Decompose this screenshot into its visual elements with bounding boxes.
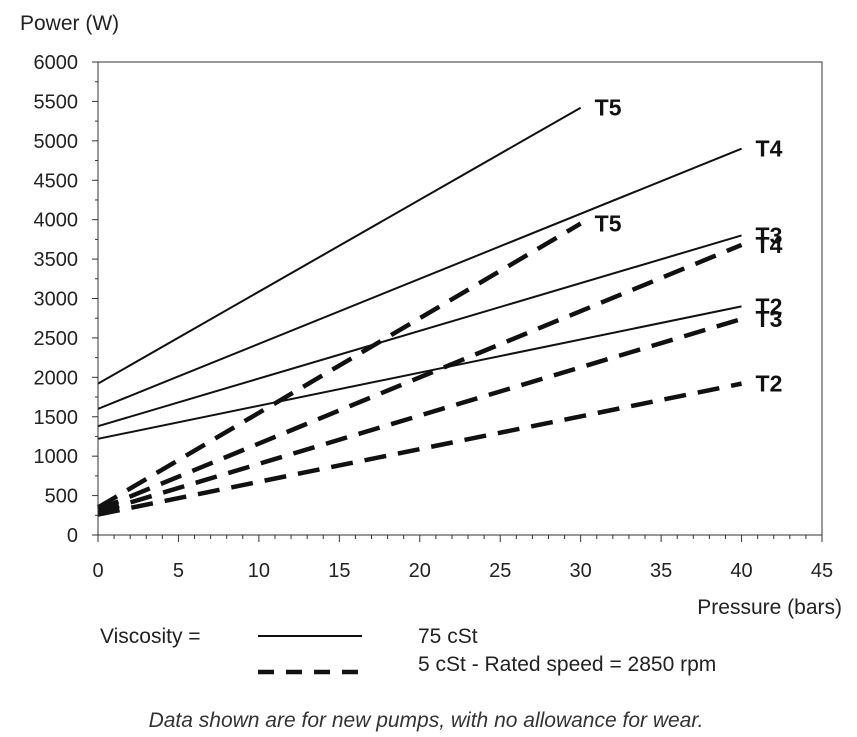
series-line-t4-dashed	[97, 242, 743, 512]
series-line-t3-solid	[97, 234, 742, 428]
y-tick-label: 5500	[34, 91, 79, 113]
y-tick-label: 1500	[34, 407, 79, 429]
y-tick-label: 1000	[34, 446, 79, 468]
series-label-t2-solid: T2	[756, 293, 783, 319]
y-tick-label: 500	[45, 486, 78, 508]
y-tick-label: 3000	[34, 289, 79, 311]
x-tick-label: 30	[570, 560, 592, 582]
y-tick-label: 2500	[34, 328, 79, 350]
legend-dashed-text: 5 cSt - Rated speed = 2850 rpm	[418, 653, 716, 676]
x-tick-label: 40	[730, 560, 752, 582]
x-axis-title: Pressure (bars)	[697, 596, 842, 619]
legend: Viscosity = 75 cSt 5 cSt - Rated speed =…	[100, 625, 716, 676]
series-line-t3-dashed	[97, 316, 743, 515]
x-tick-label: 25	[489, 560, 511, 582]
series-label-t4-dashed: T4	[756, 232, 783, 258]
series-line-t5-dashed	[96, 221, 582, 510]
y-axis-ticks: 0 500 1000 1500 2000 2500 3000 3500 4000 4500 5000…	[34, 52, 98, 547]
y-tick-label: 2000	[34, 367, 79, 389]
plot-area-frame	[97, 61, 823, 536]
series-label-t3-dashed: T3	[756, 306, 783, 332]
series-line-t4-solid	[97, 147, 742, 410]
series-label-t4-solid: T4	[756, 136, 783, 162]
legend-viscosity-label: Viscosity =	[100, 625, 201, 648]
series-label-t5-solid: T5	[595, 95, 622, 121]
series-label-t2-dashed: T2	[756, 371, 783, 397]
y-tick-label: 3500	[34, 249, 79, 271]
x-tick-label: 45	[811, 560, 833, 582]
x-tick-label: 10	[248, 560, 270, 582]
series-label-t5-dashed: T5	[595, 211, 622, 237]
y-tick-label: 4500	[34, 170, 79, 192]
legend-solid-text: 75 cSt	[418, 625, 478, 648]
y-axis-title: Power (W)	[20, 12, 119, 35]
footnote: Data shown are for new pumps, with no al…	[149, 709, 704, 732]
y-tick-label: 4000	[34, 210, 79, 232]
x-tick-label: 5	[173, 560, 184, 582]
x-tick-label: 20	[409, 560, 431, 582]
series-line-t2-solid	[97, 305, 742, 440]
series-lines	[96, 106, 743, 517]
x-tick-label: 15	[328, 560, 350, 582]
y-tick-label: 5000	[34, 131, 79, 153]
series-line-t2-dashed	[97, 381, 743, 517]
y-tick-label: 0	[67, 525, 78, 547]
y-tick-label: 6000	[34, 52, 79, 74]
x-tick-label: 0	[92, 560, 103, 582]
series-label-t3-solid: T3	[756, 222, 783, 248]
x-axis-ticks: 0 5 10 15 20 25 30 35 40 45	[92, 535, 833, 582]
series-line-t5-solid	[97, 106, 582, 385]
x-tick-label: 35	[650, 560, 672, 582]
